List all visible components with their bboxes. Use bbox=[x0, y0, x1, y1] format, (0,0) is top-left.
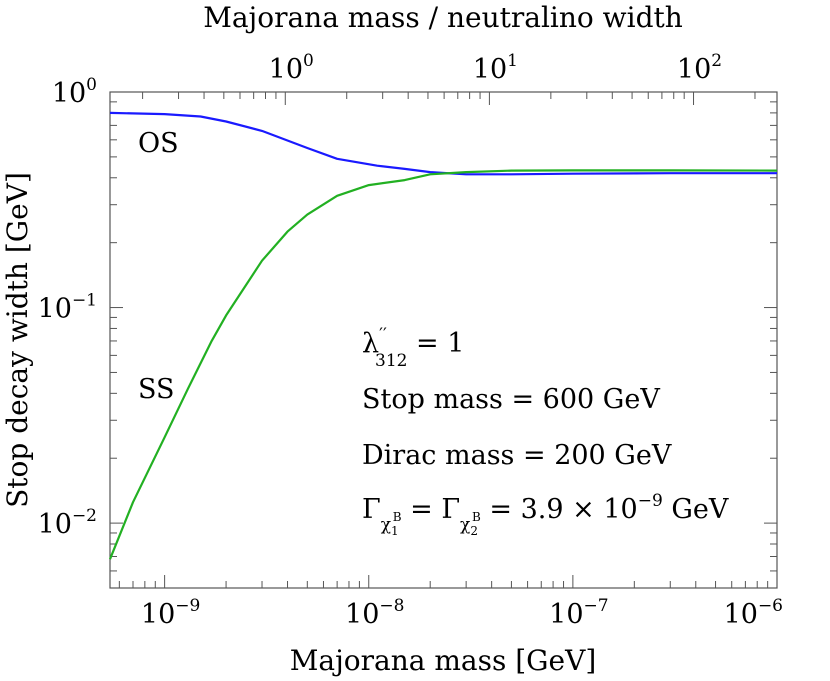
y-axis-title: Stop decay width [GeV] bbox=[1, 172, 34, 508]
stop-mass-annotation: Stop mass = 600 GeV bbox=[362, 384, 660, 415]
x-tick-label: 10−8 bbox=[345, 596, 404, 630]
dirac-mass-annotation: Dirac mass = 200 GeV bbox=[362, 440, 672, 471]
series-os-line bbox=[109, 111, 777, 176]
ss-curve-label: SS bbox=[138, 374, 175, 405]
x-tick-label: 10−6 bbox=[724, 596, 783, 630]
gamma-unit: GeV bbox=[663, 494, 729, 525]
coupling-subscript: 312 bbox=[375, 351, 407, 371]
top-tick-label: 101 bbox=[473, 51, 518, 85]
gamma-symbol-2: Γ bbox=[441, 494, 460, 525]
gamma-symbol-1: Γ bbox=[362, 494, 381, 525]
top-axis-title: Majorana mass / neutralino width bbox=[203, 1, 683, 34]
series-ss-line bbox=[108, 169, 778, 560]
y-tick-label: 10−1 bbox=[38, 291, 97, 325]
gamma-value: = 3.9 × 10 bbox=[481, 494, 638, 525]
annotation-block: λ′′ 312 = 1 Stop mass = 600 GeV Dirac mas… bbox=[362, 325, 729, 538]
x-axis-title: Majorana mass [GeV] bbox=[290, 644, 597, 677]
coupling-rest: = 1 bbox=[407, 328, 464, 359]
os-curve-label: OS bbox=[138, 128, 179, 159]
series-layer bbox=[108, 111, 778, 560]
gamma-idx-1: 1 bbox=[391, 524, 399, 538]
coupling-annotation: λ′′ 312 = 1 bbox=[362, 325, 464, 371]
coupling-primes: ′′ bbox=[379, 325, 387, 345]
gamma-chi-1: χ bbox=[381, 515, 391, 535]
gamma-exponent: −9 bbox=[638, 491, 663, 511]
x-tick-label: 10−9 bbox=[141, 596, 200, 630]
ticks-layer bbox=[110, 91, 778, 589]
gamma-chi-2: χ bbox=[460, 515, 470, 535]
top-tick-label: 102 bbox=[677, 51, 722, 85]
gamma-idx-2: 2 bbox=[470, 524, 478, 538]
x-tick-label: 10−7 bbox=[549, 596, 608, 630]
y-tick-label: 100 bbox=[52, 75, 97, 109]
y-tick-label: 10−2 bbox=[38, 506, 97, 540]
gamma-sup-2: B bbox=[472, 510, 481, 524]
top-tick-label: 100 bbox=[269, 51, 314, 85]
tick-labels: 10−9 10−8 10−7 10−6 100 101 102 100 10−1 10−2 bbox=[38, 51, 783, 630]
coupling-symbol: λ bbox=[362, 328, 379, 359]
gamma-annotation: Γχ1B = Γχ2B = 3.9 × 10−9 GeV bbox=[362, 491, 729, 538]
gamma-sup-1: B bbox=[393, 510, 402, 524]
gamma-equals: = bbox=[402, 494, 442, 525]
plot-frame bbox=[109, 91, 778, 589]
